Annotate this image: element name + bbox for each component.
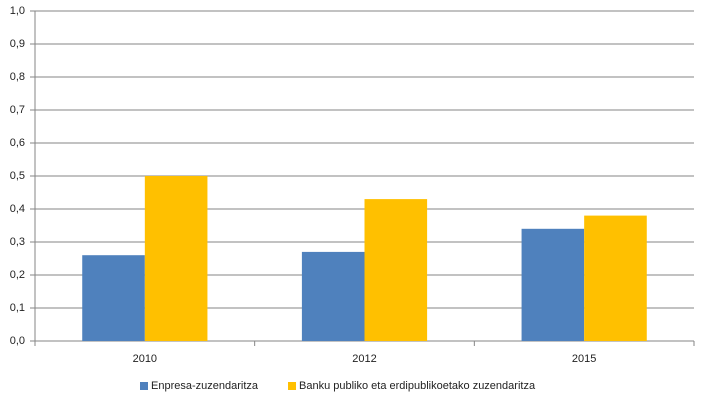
y-tick-label: 0,4: [10, 203, 25, 215]
bar: [364, 199, 428, 341]
x-tick-label: 2010: [133, 353, 157, 365]
y-tick-label: 0,6: [10, 137, 25, 149]
legend-swatch: [288, 382, 297, 390]
y-tick-label: 0,0: [10, 335, 25, 347]
legend-label: Enpresa-zuzendaritza: [151, 380, 259, 392]
bar: [584, 215, 647, 341]
x-tick-label: 2012: [352, 353, 376, 365]
y-tick-label: 0,5: [10, 170, 25, 182]
y-tick-label: 0,7: [10, 104, 25, 116]
y-tick-label: 0,8: [10, 71, 25, 83]
bar: [82, 255, 145, 341]
legend-swatch: [140, 382, 148, 390]
bar: [521, 228, 585, 341]
legend-label: Banku publiko eta erdipublikoetako zuzen…: [299, 380, 536, 392]
x-tick-label: 2015: [572, 353, 596, 365]
y-tick-label: 0,3: [10, 236, 25, 248]
y-tick-label: 0,2: [10, 269, 25, 281]
bar: [301, 251, 365, 341]
y-tick-label: 0,9: [10, 38, 25, 50]
y-tick-label: 1,0: [10, 5, 25, 17]
bar: [144, 176, 208, 341]
y-tick-label: 0,1: [10, 302, 25, 314]
